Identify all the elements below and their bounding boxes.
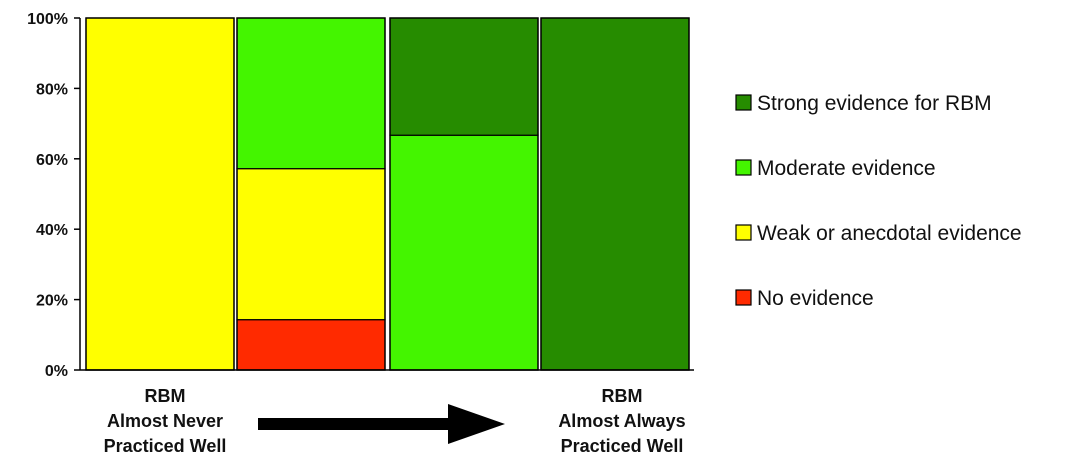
- left-label-line-1: RBM: [144, 386, 186, 406]
- right-label-line-1: RBM: [601, 386, 643, 406]
- legend-label: Weak or anecdotal evidence: [757, 222, 1022, 245]
- bar-segment: [389, 17, 539, 136]
- bar-segment: [85, 17, 235, 371]
- legend-swatch: [735, 289, 752, 306]
- right-label-line-2: Almost Always: [558, 411, 686, 431]
- bar-segment: [540, 17, 690, 371]
- bar-segment: [389, 134, 539, 371]
- right-label-line-3: Practiced Well: [560, 436, 684, 456]
- bars-group: [85, 17, 690, 371]
- left-end-label: RBM Almost Never Practiced Well: [80, 384, 250, 459]
- legend-swatch: [735, 224, 752, 241]
- y-axis: 0% 20% 40% 60% 80% 100%: [27, 11, 694, 380]
- right-end-label: RBM Almost Always Practiced Well: [537, 384, 707, 459]
- left-label-line-3: Practiced Well: [103, 436, 227, 456]
- y-tick-label: 0%: [45, 363, 68, 380]
- legend-label: Moderate evidence: [757, 157, 936, 180]
- legend-swatch: [735, 159, 752, 176]
- y-tick-label: 100%: [27, 11, 68, 28]
- bar-segment: [236, 17, 386, 170]
- legend-swatch: [735, 94, 752, 111]
- y-tick-label: 60%: [36, 152, 68, 169]
- legend-label: Strong evidence for RBM: [757, 92, 992, 115]
- y-tick-label: 40%: [36, 222, 68, 239]
- legend-label: No evidence: [757, 287, 874, 310]
- bar-segment: [236, 168, 386, 321]
- y-tick-label: 20%: [36, 293, 68, 310]
- legend: Strong evidence for RBM Moderate evidence…: [735, 92, 1022, 310]
- arrow-right-icon: [258, 404, 505, 444]
- bar-segment: [236, 319, 386, 371]
- left-label-line-2: Almost Never: [106, 411, 224, 431]
- y-tick-label: 80%: [36, 81, 68, 98]
